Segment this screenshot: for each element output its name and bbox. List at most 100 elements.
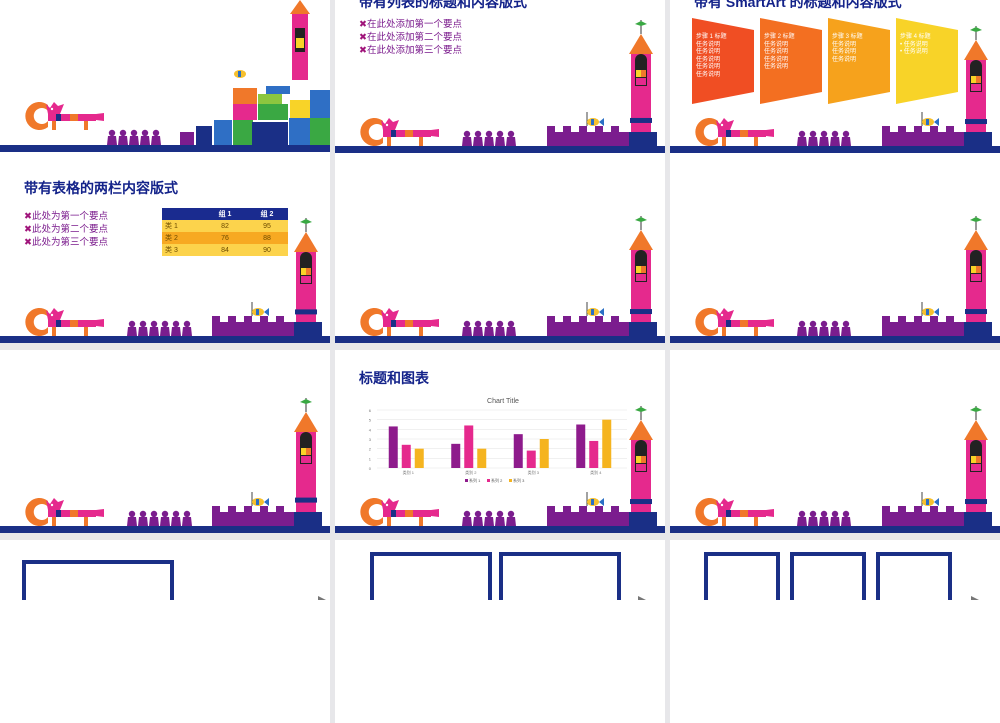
three-content-placeholder-frames — [704, 552, 979, 600]
table-header — [162, 208, 204, 220]
process-step-text: 步骤 3 标题 任务说明 任务说明 任务说明 — [832, 34, 863, 64]
slide-title: 带有表格的两栏内容版式 — [24, 180, 178, 196]
y-tick-label: 0 — [369, 466, 372, 471]
chart-plot: 0 1 2 3 4 5 6 类别 1 类别 2 类别 3 类别 4 系列 1 系列 2 系列 3 — [369, 408, 627, 483]
column-chart: Chart Title 0 1 2 3 4 5 6 类别 1 类别 2 类别 3 类别 4 系列 1 系… — [357, 398, 649, 498]
chart-bar — [539, 439, 549, 468]
content-placeholder-frame — [22, 560, 326, 600]
process-step-item: 任务说明 — [764, 41, 789, 48]
chart-title: Chart Title — [487, 398, 519, 405]
chart-bar — [526, 450, 536, 468]
castle-illustration — [547, 20, 657, 146]
bullet-item: ✖此处为第三个要点 — [24, 237, 108, 248]
dog-illustration — [25, 102, 104, 130]
process-step-item: 任务说明 — [832, 41, 857, 48]
dog-illustration — [25, 498, 104, 526]
process-step-shape — [828, 18, 890, 104]
slide-thumbnail-2[interactable]: 带有列表的标题和内容版式 ✖在此处添加第一个要点 ✖在此处添加第二个要点 ✖在此… — [335, 0, 665, 183]
people-illustration — [797, 130, 851, 146]
bullet-list: ✖在此处添加第一个要点 ✖在此处添加第二个要点 ✖在此处添加第三个要点 — [359, 18, 462, 57]
process-step-item: • 任务说明 — [900, 41, 928, 48]
process-step-title: 步骤 3 标题 — [832, 34, 863, 40]
process-step-item: 任务说明 — [764, 64, 789, 70]
castle-illustration — [212, 398, 322, 526]
castle-illustration — [547, 406, 657, 526]
y-tick-label: 2 — [369, 447, 372, 452]
decorative-scene — [670, 216, 1000, 343]
chart-bar — [388, 426, 398, 468]
process-step-shape — [896, 18, 958, 104]
process-step-text: 步骤 2 标题 任务说明 任务说明 任务说明 任务说明 — [764, 34, 795, 72]
slide-thumbnail-11[interactable] — [335, 540, 665, 723]
chart-bar — [414, 448, 424, 468]
legend-label: 系列 1 — [469, 477, 481, 483]
people-illustration — [797, 320, 851, 336]
ground-strip — [0, 526, 330, 533]
people-illustration — [462, 130, 516, 146]
process-step-item: 任务说明 — [696, 64, 721, 70]
process-step-item: 任务说明 — [696, 49, 721, 55]
process-step-item: 任务说明 — [764, 49, 789, 55]
process-step-item: • 任务说明 — [900, 49, 928, 55]
decorative-scene — [0, 218, 330, 343]
slide-thumbnail-7[interactable] — [0, 350, 330, 533]
decorative-scene — [335, 406, 665, 533]
chart-bar — [589, 440, 599, 468]
decorative-scene — [335, 216, 665, 343]
slide-thumbnail-3[interactable]: 带有 SmartArt 的标题和内容版式 步骤 1 标题 任务说明 任务说明 任务说明… — [670, 0, 1000, 183]
people-illustration — [462, 320, 516, 336]
chart-bar — [477, 448, 487, 468]
slide-title: 带有 SmartArt 的标题和内容版式 — [694, 0, 902, 10]
slide-thumbnail-10[interactable] — [0, 540, 330, 723]
slide-title: 标题和图表 — [359, 370, 429, 386]
smartart-process — [692, 18, 958, 104]
people-illustration — [127, 510, 192, 526]
y-tick-label: 1 — [369, 456, 372, 461]
slide-thumbnail-12[interactable] — [670, 540, 1000, 723]
slide-thumbnail-9[interactable] — [670, 350, 1000, 533]
table-row: 类 2 76 88 — [162, 232, 288, 244]
people-illustration — [107, 129, 161, 145]
ground-strip — [335, 526, 665, 533]
castle-illustration — [547, 216, 657, 336]
two-content-placeholder-frames — [370, 552, 646, 600]
slide-thumbnail-5[interactable] — [335, 160, 665, 343]
process-step-title: 步骤 1 标题 — [696, 34, 727, 40]
decorative-scene — [670, 26, 1000, 153]
legend-label: 系列 3 — [513, 477, 525, 483]
process-step-shape — [692, 18, 754, 104]
slide-thumbnail-6[interactable] — [670, 160, 1000, 343]
process-step-item: 任务说明 — [832, 49, 857, 55]
bullet-item: ✖在此处添加第三个要点 — [359, 45, 462, 56]
table-header: 组 2 — [246, 208, 288, 220]
chart-bar — [602, 419, 612, 468]
process-step-title: 步骤 2 标题 — [764, 34, 795, 40]
legend-label: 系列 2 — [491, 477, 503, 483]
slide-thumbnail-8[interactable]: 标题和图表 Chart Title 0 1 2 3 4 5 6 类别 1 类别 2 类别 3 类别 … — [335, 350, 665, 533]
process-step-item: 任务说明 — [696, 41, 721, 48]
chart-bar — [513, 434, 523, 468]
people-illustration — [127, 320, 192, 336]
bullet-item: ✖在此处添加第一个要点 — [359, 19, 462, 30]
process-step-item: 任务说明 — [696, 71, 721, 78]
castle-illustration — [212, 218, 322, 336]
process-step-shape — [760, 18, 822, 104]
dog-illustration — [360, 498, 439, 526]
process-step-item: 任务说明 — [696, 56, 721, 63]
castle-illustration — [882, 26, 992, 146]
table-header: 组 1 — [204, 208, 246, 220]
slide-thumbnail-4[interactable]: 带有表格的两栏内容版式 ✖此处为第一个要点 ✖此处为第二个要点 ✖此处为第三个要… — [0, 160, 330, 343]
y-tick-label: 3 — [369, 437, 372, 442]
chart-bar — [576, 424, 586, 468]
slide-title: 带有列表的标题和内容版式 — [359, 0, 527, 10]
decorative-scene — [0, 398, 330, 533]
bullet-item: ✖在此处添加第二个要点 — [359, 32, 462, 43]
x-tick-label: 类别 1 — [403, 469, 415, 475]
slide-thumbnail-1[interactable] — [0, 0, 330, 183]
castle-illustration — [882, 406, 992, 526]
people-illustration — [462, 510, 516, 526]
table-row: 类 3 84 90 — [162, 244, 288, 256]
ground-strip — [335, 336, 665, 343]
people-illustration — [797, 510, 851, 526]
y-tick-label: 6 — [369, 408, 372, 413]
